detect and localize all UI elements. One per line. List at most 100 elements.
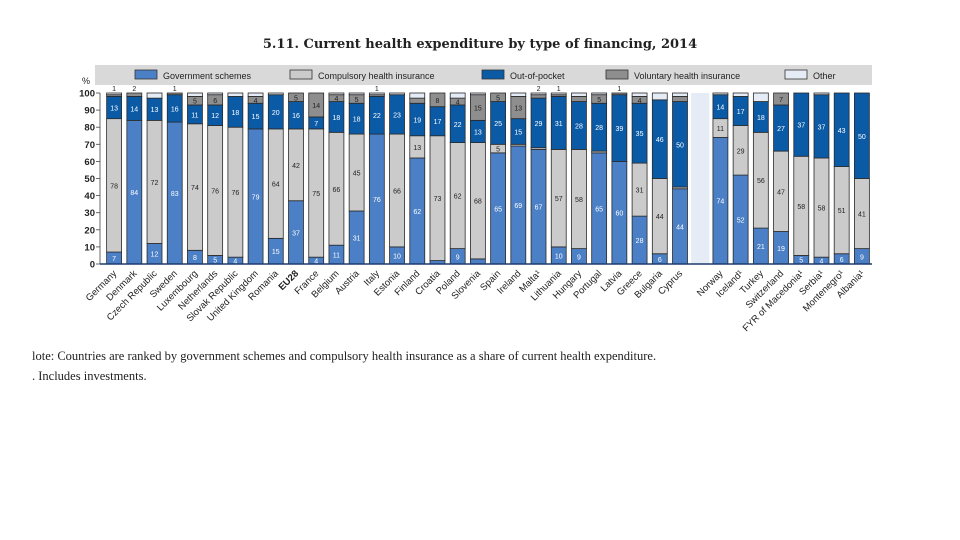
bar-segment-other [591, 92, 608, 96]
data-label: 58 [575, 197, 583, 204]
data-label: 4 [233, 259, 237, 266]
data-label: 13 [151, 107, 159, 114]
bar-segment-other [328, 92, 345, 96]
bar-segment-other [530, 92, 547, 96]
data-label: 5 [496, 95, 500, 102]
bar-segment-voluntary-health-insurance [571, 96, 587, 102]
data-label: 79 [252, 194, 260, 201]
data-label: 57 [555, 196, 563, 203]
data-label: 41 [858, 212, 866, 219]
data-label: 15 [252, 114, 260, 121]
bar-segment-other [732, 92, 749, 97]
data-label: 76 [211, 188, 219, 195]
y-tick-label: 0 [90, 260, 95, 271]
y-tick-label: 90 [84, 106, 95, 117]
data-label: 13 [474, 129, 482, 136]
data-label: 64 [272, 182, 280, 189]
y-tick-label: 30 [84, 208, 95, 219]
data-label-above: 2 [537, 86, 541, 93]
data-label: 29 [535, 121, 543, 128]
bar-segment-voluntary-health-insurance [611, 92, 628, 96]
bar-segment-other [449, 92, 466, 99]
data-label: 12 [211, 113, 219, 120]
y-tick-label: 10 [84, 242, 95, 253]
data-label: 17 [434, 119, 442, 126]
data-label: 16 [292, 113, 300, 120]
bar-segment-other [571, 92, 587, 97]
bar-segment-voluntary-health-insurance [126, 92, 143, 97]
data-label: 67 [535, 205, 543, 212]
data-label: 4 [254, 98, 258, 105]
bar-segment-other [106, 92, 122, 96]
data-label: 28 [636, 238, 644, 245]
data-label: 19 [777, 246, 785, 253]
bar-segment-voluntary-health-insurance [409, 97, 426, 104]
data-label: 10 [555, 253, 563, 260]
data-label: 11 [191, 112, 198, 119]
legend-swatch-3 [605, 69, 629, 80]
data-label: 13 [514, 106, 522, 113]
data-label: 58 [818, 206, 826, 213]
y-tick-label: 60 [84, 157, 95, 168]
data-label: 4 [334, 96, 338, 103]
bar-segment-other [348, 92, 365, 96]
data-label: 22 [373, 113, 381, 120]
data-label: 18 [333, 115, 341, 122]
data-label: 74 [717, 199, 725, 206]
data-label: 62 [454, 194, 462, 201]
data-label: 4 [638, 98, 642, 105]
data-label: 42 [292, 163, 300, 170]
data-label: 50 [858, 134, 866, 141]
data-label: 62 [413, 209, 421, 216]
bar-segment-other [470, 92, 486, 96]
data-label: 6 [840, 257, 844, 264]
data-label: 15 [514, 129, 522, 136]
data-label: 73 [434, 196, 442, 203]
bar-segment-other [510, 92, 527, 97]
y-tick-label: 20 [84, 225, 95, 236]
data-label-above: 1 [173, 86, 177, 93]
data-label: 12 [151, 252, 159, 259]
chart-footnote: . Includes investments. [32, 369, 147, 383]
data-label: 5 [355, 97, 359, 104]
bar-segment-other [227, 92, 244, 97]
bar-segment-voluntary-health-insurance [429, 92, 446, 108]
data-label: 51 [838, 208, 846, 215]
data-label: 10 [393, 253, 401, 260]
data-label: 17 [737, 109, 745, 116]
data-label-above: 1 [112, 86, 116, 93]
data-label: 65 [494, 206, 502, 213]
bar-segment-other [550, 92, 567, 96]
legend-label-4: Other [813, 71, 836, 81]
y-tick-label: 80 [84, 123, 95, 134]
data-label: 16 [171, 106, 179, 113]
data-label: 20 [272, 110, 280, 117]
bar-segment-other [672, 92, 688, 97]
y-tick-label: 50 [84, 174, 95, 185]
data-label: 58 [797, 204, 805, 211]
data-label: 31 [555, 121, 563, 128]
data-label: 83 [171, 191, 179, 198]
data-label-above: 1 [375, 86, 379, 93]
bar-segment-voluntary-health-insurance [672, 96, 688, 102]
data-label: 7 [112, 256, 116, 263]
data-label: 66 [393, 188, 401, 195]
bar-segment-out-of-pocket [833, 92, 850, 167]
data-label: 76 [231, 190, 239, 197]
data-label: 14 [312, 103, 320, 110]
y-axis-unit: % [82, 76, 90, 86]
data-label: 22 [454, 122, 462, 129]
data-label: 75 [312, 191, 320, 198]
data-label: 37 [818, 124, 826, 131]
legend-label-0: Government schemes [163, 71, 252, 81]
data-label: 50 [676, 142, 684, 149]
data-label: 5 [597, 97, 601, 104]
bar-segment-other [267, 92, 284, 96]
data-label: 4 [820, 259, 824, 266]
data-label: 11 [717, 126, 724, 133]
bar-segment-other [752, 92, 769, 102]
data-label: 46 [656, 137, 664, 144]
data-label: 13 [110, 106, 118, 113]
data-label: 23 [393, 112, 401, 119]
data-label: 27 [777, 126, 785, 133]
